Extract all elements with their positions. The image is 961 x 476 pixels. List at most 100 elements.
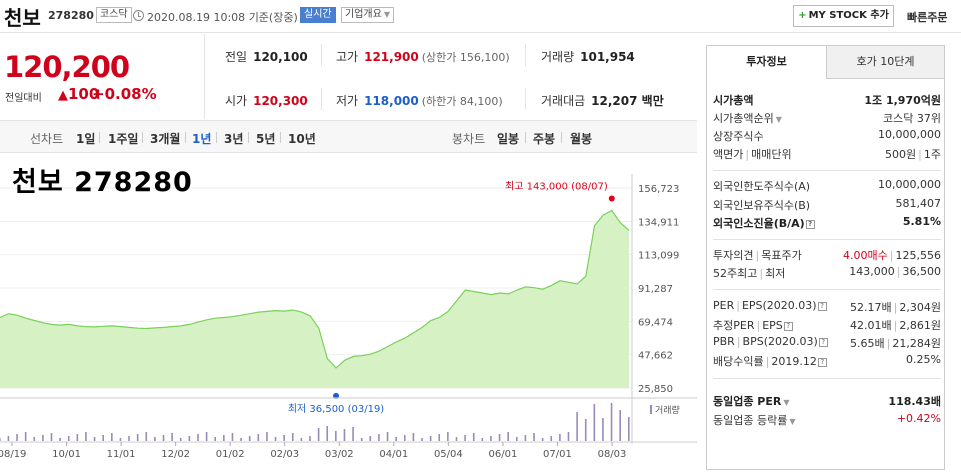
volume-bar: [93, 437, 96, 441]
foreign-holding-label: 외국인보유주식수(B): [713, 199, 811, 212]
x-tick-label: 05/04: [434, 449, 463, 460]
divider: [99, 132, 100, 143]
listed-shares-value: 10,000,000: [878, 128, 941, 141]
stat-low: 저가 118,000 (하한가 84,100): [336, 92, 503, 109]
tab-range-1d[interactable]: 1일: [76, 132, 96, 146]
opinion-value: 4.00매수 | 125,556: [843, 249, 941, 262]
volume-bar: [628, 417, 630, 441]
volume-bar: [274, 437, 277, 441]
company-info-label: 기업개요: [345, 9, 382, 20]
row-per: PER | EPS(2020.03)? 52.17배 | 2,304원: [713, 297, 941, 314]
pbr-label: PBR | BPS(2020.03)?: [713, 335, 828, 348]
volume-bar: [257, 434, 260, 441]
price-chart[interactable]: 156,723 134,911 113,099 91,287 69,474 47,662 2…: [0, 154, 697, 476]
row-market-cap: 시가총액 1조 1,970억원: [713, 90, 941, 107]
volume-bar: [197, 434, 199, 441]
row-foreign-holding: 외국인보유주식수(B) 581,407: [713, 195, 941, 212]
volume-bar: [593, 404, 596, 441]
volume-bar: [395, 437, 397, 441]
market-cap-label: 시가총액: [713, 94, 754, 107]
volume-bar: [50, 433, 53, 441]
line-chart-label: 선차트: [30, 132, 64, 146]
high-marker: [608, 195, 615, 202]
tab-candle-monthly[interactable]: 월봉: [570, 132, 593, 146]
pbr-label-b: BPS(2020.03): [742, 335, 818, 348]
divider: [280, 132, 281, 143]
52week-label-b: 최저: [765, 267, 786, 280]
volume-bar: [24, 432, 27, 441]
volume-bar: [472, 433, 475, 441]
volume-bar: [567, 432, 570, 441]
volume-bar: [602, 418, 604, 441]
chevron-down-icon[interactable]: ▼: [775, 115, 782, 124]
volume-bar: [576, 412, 578, 441]
listed-shares-label: 상장주식수: [713, 130, 764, 143]
opinion-label-b: 목표주가: [761, 249, 802, 262]
volume-bar: [438, 434, 441, 441]
per-label-b: EPS(2020.03): [741, 299, 817, 312]
chevron-down-icon[interactable]: ▼: [789, 417, 796, 426]
help-icon[interactable]: ?: [817, 357, 827, 367]
help-icon[interactable]: ?: [783, 321, 793, 331]
tab-range-10y[interactable]: 10년: [288, 132, 316, 146]
52week-value: 143,000 | 36,500: [849, 265, 941, 278]
foreign-ratio-value: 5.81%: [902, 215, 941, 228]
stock-code: 278280: [48, 9, 94, 22]
tab-investment-info[interactable]: 투자정보: [707, 46, 827, 79]
volume-bar: [136, 434, 139, 441]
x-tick-label: 02/03: [270, 449, 299, 460]
volume-bar: [429, 436, 432, 441]
y-tick-label: 91,287: [638, 284, 673, 295]
price-summary: 120,200 전일대비 ▲100 +0.08%: [0, 34, 205, 119]
divider: [185, 132, 186, 143]
stat-prev-value: 120,100: [253, 50, 308, 64]
volume-bar: [102, 435, 104, 441]
est-per-label-a: 추정PER: [713, 319, 755, 332]
realtime-badge[interactable]: 실시간: [300, 7, 336, 23]
volume-bar: [378, 434, 380, 441]
volume-bar: [283, 435, 285, 441]
stat-high-label: 고가: [336, 50, 359, 64]
volume-bar: [447, 432, 449, 441]
industry-per-label: 동일업종 PER ▼: [713, 393, 790, 409]
price-line: [0, 209, 630, 369]
high-label: 최고 143,000 (08/07): [505, 180, 608, 192]
tab-candle-weekly[interactable]: 주봉: [533, 132, 556, 146]
tab-range-3m[interactable]: 3개월: [150, 132, 181, 146]
tab-candle-daily[interactable]: 일봉: [497, 132, 520, 146]
stat-volume-value: 101,954: [580, 50, 635, 64]
help-icon[interactable]: ?: [817, 301, 827, 311]
tab-range-3y[interactable]: 3년: [224, 132, 244, 146]
divider: [321, 44, 322, 66]
est-eps-value: 2,861원: [899, 319, 941, 332]
row-52week: 52주최고 | 최저 143,000 | 36,500: [713, 263, 941, 280]
company-info-button[interactable]: 기업개요 ▼: [341, 7, 394, 23]
par-value-value: 500원 | 1주: [885, 148, 941, 161]
divider: [713, 170, 941, 171]
volume-bar: [619, 410, 621, 441]
quick-order-button[interactable]: 빠른주문: [907, 11, 948, 24]
add-mystock-button[interactable]: + MY STOCK 추가: [793, 5, 894, 27]
volume-bar: [481, 438, 484, 441]
tab-range-1y[interactable]: 1년: [192, 132, 212, 146]
chevron-down-icon[interactable]: ▼: [783, 398, 790, 407]
help-icon[interactable]: ?: [818, 337, 828, 347]
help-icon[interactable]: ?: [805, 219, 815, 229]
volume-bar: [231, 433, 234, 441]
industry-rate-label: 동일업종 등락률 ▼: [713, 412, 796, 428]
y-tick-label: 156,723: [638, 184, 679, 195]
volume-bar: [403, 435, 406, 441]
tab-range-1w[interactable]: 1주일: [108, 132, 139, 146]
stat-low-value: 118,000: [364, 94, 419, 108]
stat-prev-label: 전일: [225, 50, 248, 64]
eps-value: 2,304원: [899, 301, 941, 314]
tab-order-book[interactable]: 호가 10단계: [827, 46, 944, 79]
x-tick-label: 10/01: [52, 449, 81, 460]
market-badge: 코스닥: [96, 7, 132, 23]
tab-range-5y[interactable]: 5년: [256, 132, 276, 146]
y-tick-label: 47,662: [638, 351, 673, 362]
volume-bar: [214, 437, 217, 441]
volume-bar: [266, 432, 268, 441]
volume-bar: [42, 435, 44, 441]
stock-name: 천보: [4, 6, 41, 30]
